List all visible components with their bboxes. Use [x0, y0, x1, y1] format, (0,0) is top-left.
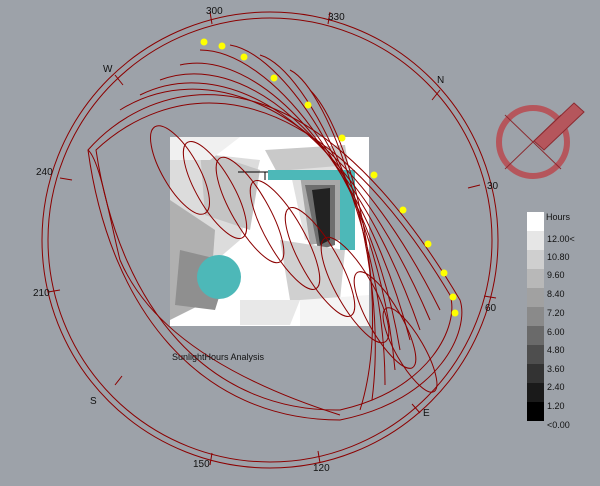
legend-value: 2.40	[547, 382, 565, 392]
degree-label: 300	[206, 6, 223, 17]
compass-labels: W N S E 300 330 240 30 210 60 150 120	[33, 6, 499, 474]
legend-value: 8.40	[547, 289, 565, 299]
legend-swatch	[527, 231, 544, 250]
compass-north-indicator-icon	[496, 102, 585, 179]
legend-value: 6.00	[547, 327, 565, 337]
sun-position-markers	[200, 38, 459, 317]
sun-marker	[440, 269, 448, 277]
sun-marker	[200, 38, 208, 46]
legend-swatch	[527, 250, 544, 269]
degree-label: 240	[36, 167, 53, 178]
legend-value: <0.00	[547, 420, 570, 430]
legend-value: 7.20	[547, 308, 565, 318]
sun-marker	[370, 171, 378, 179]
cardinal-s: S	[90, 396, 97, 407]
degree-label: 150	[193, 459, 210, 470]
sun-marker	[304, 101, 312, 109]
legend-swatch	[527, 383, 544, 402]
compass-ring	[41, 11, 499, 469]
sun-marker	[399, 206, 407, 214]
legend-swatches	[527, 212, 544, 421]
legend-swatch	[527, 269, 544, 288]
legend-swatch	[527, 288, 544, 307]
sun-marker	[218, 42, 226, 50]
legend-swatch	[527, 326, 544, 345]
sunpath-diagram	[87, 44, 463, 421]
degree-label: 120	[313, 463, 330, 474]
sun-marker	[338, 134, 346, 142]
legend-swatch	[527, 212, 544, 231]
legend-value: 10.80	[547, 252, 570, 262]
legend-value: 12.00<	[547, 234, 575, 244]
legend-value: 3.60	[547, 364, 565, 374]
sun-marker	[270, 74, 278, 82]
analysis-title: SunlightHours Analysis	[172, 352, 265, 362]
sun-marker	[449, 293, 457, 301]
degree-label: 210	[33, 288, 50, 299]
legend-value: 9.60	[547, 270, 565, 280]
legend-swatch	[527, 307, 544, 326]
legend-swatch	[527, 364, 544, 383]
building-l-shape	[238, 170, 355, 250]
legend-value: 1.20	[547, 401, 565, 411]
sun-marker	[451, 309, 459, 317]
building-cylinder	[197, 255, 241, 299]
legend-swatch	[527, 402, 544, 421]
cardinal-e: E	[423, 408, 430, 419]
degree-label: 30	[487, 181, 499, 192]
legend-value: 4.80	[547, 345, 565, 355]
cardinal-n: N	[437, 75, 444, 86]
degree-label: 60	[485, 303, 497, 314]
legend-title: Hours	[546, 212, 571, 222]
legend-swatch	[527, 345, 544, 364]
sun-marker	[424, 240, 432, 248]
cardinal-w: W	[103, 64, 113, 75]
sun-marker	[240, 53, 248, 61]
degree-label: 330	[328, 12, 345, 23]
